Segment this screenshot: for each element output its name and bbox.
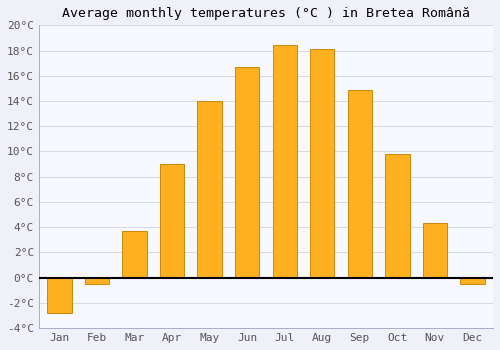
- Bar: [460, 278, 484, 284]
- Bar: [122, 231, 146, 278]
- Bar: [85, 278, 109, 284]
- Bar: [272, 46, 297, 278]
- Bar: [385, 154, 409, 278]
- Bar: [422, 223, 447, 278]
- Title: Average monthly temperatures (°C ) in Bretea Română: Average monthly temperatures (°C ) in Br…: [62, 7, 470, 20]
- Bar: [198, 101, 222, 278]
- Bar: [235, 67, 260, 278]
- Bar: [160, 164, 184, 278]
- Bar: [348, 90, 372, 278]
- Bar: [310, 49, 334, 278]
- Bar: [48, 278, 72, 313]
